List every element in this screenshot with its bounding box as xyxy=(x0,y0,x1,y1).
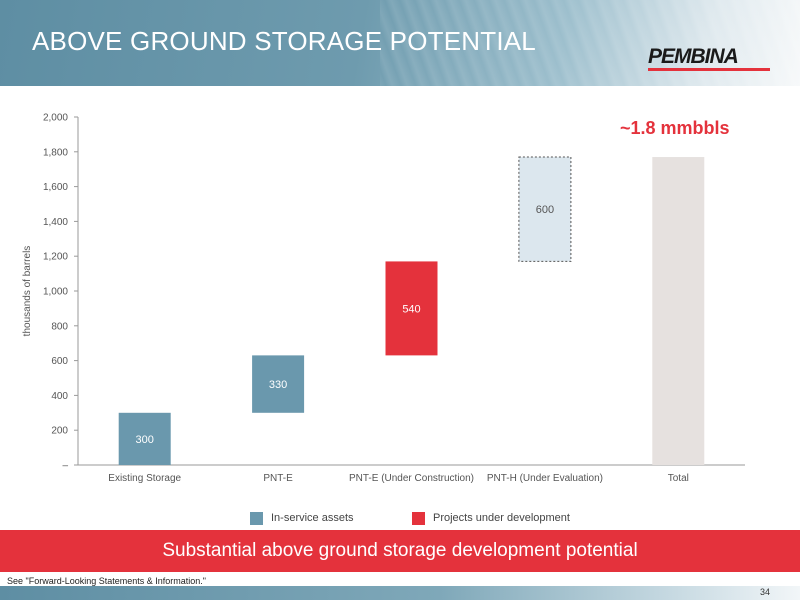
pembina-logo: PEMBINA xyxy=(648,44,774,71)
bar-data-label: 600 xyxy=(536,204,554,216)
page-title: ABOVE GROUND STORAGE POTENTIAL xyxy=(32,26,536,56)
x-tick-label: Total xyxy=(668,473,689,484)
y-tick-label: 1,800 xyxy=(43,147,68,158)
legend-item-under-development: Projects under development xyxy=(412,510,570,526)
logo-text: PEMBINA xyxy=(648,45,739,68)
forward-looking-footnote: See "Forward-Looking Statements & Inform… xyxy=(7,576,206,586)
legend-label-under-development: Projects under development xyxy=(433,512,570,524)
x-tick-label: Existing Storage xyxy=(108,473,181,484)
bar-pnt-h-under-evaluation xyxy=(518,156,572,262)
bar-existing-storage xyxy=(118,412,171,465)
bar-pnt-e-under-construction xyxy=(385,261,438,356)
header-decoration xyxy=(380,0,800,86)
y-tick-label: – xyxy=(62,461,68,472)
bar-data-label: 300 xyxy=(136,434,154,446)
legend-item-in-service: In-service assets xyxy=(250,510,354,526)
legend-swatch-under-development xyxy=(412,511,425,525)
x-tick-label: PNT-E (Under Construction) xyxy=(349,473,474,484)
y-tick-label: 1,600 xyxy=(43,182,68,193)
y-tick-label: 2,000 xyxy=(43,113,68,124)
logo-underline xyxy=(648,68,770,71)
bar-pnt-e xyxy=(252,355,305,413)
page-number: 34 xyxy=(759,587,770,597)
footer-bar xyxy=(0,586,800,600)
storage-waterfall-chart: – 200 400 600 800 1,000 1,200 1,400 1,600 1,800 2,… xyxy=(22,113,745,484)
bar-total xyxy=(652,157,705,465)
header-bar: ABOVE GROUND STORAGE POTENTIAL PEMBINA xyxy=(0,0,800,86)
y-axis-label: thousands of barrels xyxy=(22,246,33,337)
y-tick-label: 200 xyxy=(51,426,68,437)
legend-label-in-service: In-service assets xyxy=(271,512,354,524)
y-tick-label: 1,000 xyxy=(43,287,68,298)
bar-data-label: 330 xyxy=(269,379,287,391)
legend-swatch-in-service xyxy=(250,511,263,525)
total-callout: ~1.8 mmbbls xyxy=(620,118,730,138)
y-tick-label: 400 xyxy=(51,391,68,402)
y-tick-label: 1,400 xyxy=(43,217,68,228)
key-message-banner: Substantial above ground storage develop… xyxy=(0,530,800,572)
x-tick-label: PNT-E xyxy=(263,473,293,484)
y-tick-label: 1,200 xyxy=(43,252,68,263)
bar-data-label: 540 xyxy=(402,303,420,315)
y-tick-label: 800 xyxy=(51,321,68,332)
x-tick-label: PNT-H (Under Evaluation) xyxy=(487,473,603,484)
y-tick-label: 600 xyxy=(51,356,68,367)
